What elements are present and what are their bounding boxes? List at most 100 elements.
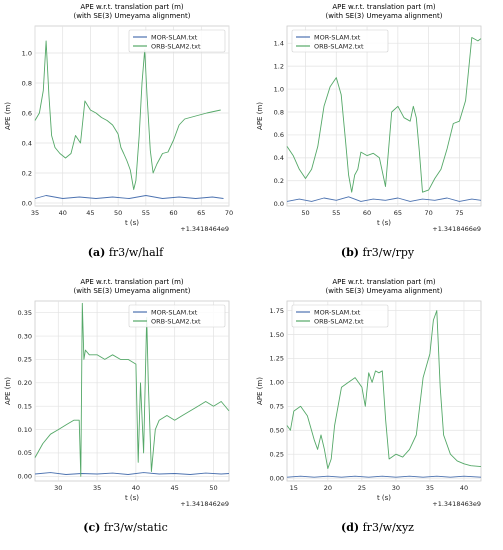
y-tick-label-b: 1.0 (274, 85, 284, 93)
y-tick-label-b: 1.2 (274, 62, 284, 70)
legend-entry-a: MOR-SLAM.txt (151, 33, 198, 41)
caption-c: (c) fr3/w/static (0, 521, 251, 534)
legend-entry-d: MOR-SLAM.txt (314, 308, 361, 316)
y-tick-label-d: 1.50 (270, 331, 284, 339)
x-tick-label-c: 35 (93, 484, 101, 492)
legend-entry-c: MOR-SLAM.txt (151, 308, 198, 316)
legend-entry-d: ORB-SLAM2.txt (314, 317, 364, 325)
x-tick-label-c: 30 (54, 484, 62, 492)
caption-label-a: (a) (87, 246, 106, 259)
y-tick-label-a: 0.0 (22, 199, 32, 207)
plot-area-c (34, 300, 230, 482)
legend-box-b (291, 29, 389, 53)
caption-text-c: fr3/w/static (103, 521, 168, 534)
x-axis-label-a: t (s) (125, 219, 139, 227)
legend-entry-b: MOR-SLAM.txt (314, 33, 361, 41)
y-tick-label-d: 1.00 (270, 379, 284, 387)
y-tick-label-b: 0.6 (274, 131, 284, 139)
y-axis-label-c: APE (m) (4, 377, 12, 405)
chart-svg-b: APE w.r.t. translation part (m)(with SE(… (256, 3, 482, 233)
y-tick-label-c: 0.35 (18, 309, 32, 317)
series-line-mor-slam-a (34, 195, 224, 199)
x-tick-label-a: 70 (225, 209, 233, 217)
y-axis-label-d: APE (m) (256, 377, 264, 405)
x-tick-label-a: 45 (86, 209, 94, 217)
series-line-orb-slam2-a (34, 40, 221, 190)
series-line-mor-slam-b (286, 196, 482, 202)
caption-text-d: fr3/w/xyz (362, 521, 414, 534)
y-tick-label-b: 0.2 (274, 177, 284, 185)
y-tick-label-d: 0.50 (270, 427, 284, 435)
y-tick-label-d: 0.75 (270, 403, 284, 411)
legend-box-c (128, 304, 226, 328)
y-tick-label-a: 0.4 (22, 139, 32, 147)
plot-area-b (286, 25, 482, 207)
y-tick-label-c: 0.30 (18, 332, 32, 340)
x-tick-label-d: 15 (290, 484, 298, 492)
x-tick-label-a: 50 (114, 209, 122, 217)
chart-subtitle-d: (with SE(3) Umeyama alignment) (326, 287, 443, 295)
chart-panel-a: APE w.r.t. translation part (m) (with SE(… (0, 0, 251, 275)
y-axis-label-b: APE (m) (256, 102, 264, 130)
chart-title-d: APE w.r.t. translation part (m) (332, 278, 436, 286)
x-tick-label-d: 20 (324, 484, 332, 492)
x-tick-label-b: 70 (425, 209, 433, 217)
chart-panel-c: APE w.r.t. translation part (m) (with SE(… (0, 275, 251, 550)
y-tick-label-b: 0.4 (274, 154, 284, 162)
x-tick-label-b: 65 (394, 209, 402, 217)
x-axis-label-c: t (s) (125, 494, 139, 502)
x-tick-label-b: 55 (332, 209, 340, 217)
caption-text-b: fr3/w/rpy (362, 246, 415, 259)
chart-svg-a: APE w.r.t. translation part (m)(with SE(… (4, 3, 233, 233)
y-tick-label-b: 0.8 (274, 108, 284, 116)
x-tick-label-c: 40 (132, 484, 140, 492)
y-tick-label-c: 0.10 (18, 426, 32, 434)
chart-subtitle-a: (with SE(3) Umeyama alignment) (74, 12, 191, 20)
x-tick-label-d: 40 (460, 484, 468, 492)
chart-svg-c: APE w.r.t. translation part (m)(with SE(… (4, 278, 230, 508)
y-tick-label-b: 1.4 (274, 39, 284, 47)
caption-text-a: fr3/w/half (108, 246, 164, 259)
x-offset-label-d: +1.3418463e9 (432, 500, 481, 508)
chart-title-a: APE w.r.t. translation part (m) (80, 3, 184, 11)
y-tick-label-c: 0.25 (18, 356, 32, 364)
x-axis-label-d: t (s) (377, 494, 391, 502)
y-tick-label-d: 1.25 (270, 355, 284, 363)
x-tick-label-d: 30 (392, 484, 400, 492)
x-axis-label-b: t (s) (377, 219, 391, 227)
x-tick-label-c: 50 (209, 484, 217, 492)
legend-entry-c: ORB-SLAM2.txt (151, 317, 201, 325)
caption-label-c: (c) (83, 521, 101, 534)
y-tick-label-d: 0.25 (270, 450, 284, 458)
x-tick-label-b: 60 (363, 209, 371, 217)
y-tick-label-c: 0.00 (18, 473, 32, 481)
x-tick-label-b: 75 (455, 209, 463, 217)
x-offset-label-c: +1.3418462e9 (180, 500, 229, 508)
chart-title-b: APE w.r.t. translation part (m) (332, 3, 436, 11)
chart-svg-d: APE w.r.t. translation part (m)(with SE(… (256, 278, 482, 508)
x-tick-label-a: 55 (142, 209, 150, 217)
x-tick-label-d: 25 (358, 484, 366, 492)
x-tick-label-a: 65 (197, 209, 205, 217)
chart-subtitle-b: (with SE(3) Umeyama alignment) (326, 12, 443, 20)
caption-label-b: (b) (340, 246, 359, 259)
x-offset-label-a: +1.3418464e9 (180, 225, 229, 233)
caption-d: (d) fr3/w/xyz (252, 521, 503, 534)
y-tick-label-a: 0.6 (22, 109, 32, 117)
y-tick-label-d: 0.00 (270, 474, 284, 482)
y-tick-label-a: 1.0 (22, 49, 32, 57)
chart-subtitle-c: (with SE(3) Umeyama alignment) (74, 287, 191, 295)
y-tick-label-b: 0.0 (274, 200, 284, 208)
x-tick-label-b: 50 (301, 209, 309, 217)
y-tick-label-a: 0.2 (22, 169, 32, 177)
series-line-mor-slam-c (34, 472, 230, 475)
x-tick-label-a: 40 (59, 209, 67, 217)
y-tick-label-c: 0.20 (18, 379, 32, 387)
x-tick-label-c: 45 (171, 484, 179, 492)
chart-panel-d: APE w.r.t. translation part (m) (with SE(… (252, 275, 503, 550)
y-axis-label-a: APE (m) (4, 102, 12, 130)
caption-label-d: (d) (341, 521, 360, 534)
series-line-orb-slam2-b (286, 37, 482, 193)
x-tick-label-a: 35 (31, 209, 39, 217)
